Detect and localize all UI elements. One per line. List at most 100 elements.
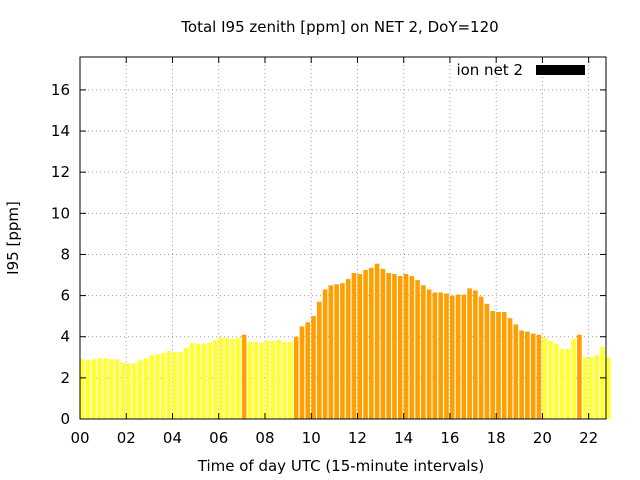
y-tick-label: 10	[51, 204, 70, 222]
bar	[461, 294, 467, 419]
bar	[490, 311, 496, 419]
bar	[478, 296, 484, 419]
bar	[530, 333, 536, 419]
bar	[247, 341, 253, 419]
bar	[293, 336, 299, 419]
bar	[582, 357, 588, 419]
bar	[172, 352, 178, 419]
legend-swatch	[536, 65, 585, 75]
bar	[357, 273, 363, 419]
bar	[241, 334, 247, 419]
x-tick-label: 18	[487, 429, 506, 447]
bar	[120, 362, 126, 419]
bar	[178, 352, 183, 419]
bar	[536, 334, 542, 419]
bar	[415, 280, 420, 419]
y-axis-title: I95 [ppm]	[4, 201, 22, 275]
bar	[276, 339, 282, 419]
bar	[519, 330, 524, 419]
bar	[565, 349, 571, 419]
bar	[577, 334, 582, 419]
x-tick-label: 02	[117, 429, 136, 447]
bar	[160, 353, 166, 419]
bar	[432, 292, 438, 419]
chart-title: Total I95 zenith [ppm] on NET 2, DoY=120	[180, 18, 498, 36]
x-tick-label: 04	[163, 429, 182, 447]
x-tick-label: 06	[209, 429, 228, 447]
y-tick-label: 16	[51, 81, 70, 99]
bar	[80, 359, 85, 419]
y-tick-label: 8	[60, 245, 70, 263]
bar	[594, 355, 600, 419]
bar	[507, 318, 513, 419]
bar	[484, 303, 490, 419]
bar	[548, 340, 553, 419]
bar	[155, 354, 160, 419]
bar	[97, 358, 102, 419]
bar	[91, 359, 97, 419]
bar	[264, 340, 270, 419]
bar	[421, 285, 426, 419]
bar	[397, 276, 403, 419]
x-tick-label: 20	[533, 429, 552, 447]
bar	[496, 312, 501, 419]
y-tick-label: 12	[51, 163, 70, 181]
bar	[218, 337, 224, 419]
bar	[149, 355, 154, 419]
bar	[351, 272, 357, 419]
bar	[166, 351, 172, 419]
bar	[299, 326, 305, 419]
bar	[392, 273, 397, 419]
bar	[426, 289, 432, 419]
bar	[207, 342, 212, 419]
bar	[236, 337, 241, 419]
bar	[473, 290, 478, 419]
bar	[345, 279, 351, 419]
bar	[143, 358, 149, 419]
bar	[103, 358, 108, 419]
bar	[553, 343, 559, 419]
bar	[467, 288, 472, 419]
bar	[114, 359, 120, 419]
bar	[184, 348, 189, 419]
bar	[137, 360, 143, 419]
x-tick-label: 22	[579, 429, 598, 447]
bar	[455, 294, 461, 419]
bar	[270, 340, 276, 419]
bar	[513, 324, 519, 419]
bar	[438, 292, 443, 419]
bar	[230, 338, 235, 419]
bar	[571, 338, 576, 419]
bar	[195, 343, 201, 419]
bar	[403, 273, 409, 419]
bar	[322, 289, 328, 419]
legend: ion net 2	[456, 61, 585, 79]
bar	[542, 337, 548, 419]
bar	[132, 363, 137, 419]
legend-label: ion net 2	[456, 61, 523, 79]
bar	[212, 339, 218, 419]
bar	[559, 349, 565, 419]
bar	[282, 341, 287, 419]
bar	[126, 363, 131, 419]
bar	[334, 284, 339, 419]
bar	[374, 263, 380, 419]
bar	[253, 341, 259, 419]
bar	[305, 322, 311, 419]
x-tick-label: 12	[348, 429, 367, 447]
x-tick-label: 00	[70, 429, 89, 447]
y-tick-label: 2	[60, 369, 70, 387]
bar	[409, 276, 415, 419]
bar	[588, 357, 594, 419]
y-tick-label: 14	[51, 122, 70, 140]
bar	[85, 360, 91, 419]
bar	[340, 283, 345, 419]
bar	[369, 267, 374, 419]
bar	[189, 342, 195, 419]
bar	[311, 316, 316, 419]
x-tick-label: 14	[394, 429, 413, 447]
bar	[201, 343, 207, 419]
bar	[363, 269, 368, 419]
bar	[444, 293, 449, 419]
